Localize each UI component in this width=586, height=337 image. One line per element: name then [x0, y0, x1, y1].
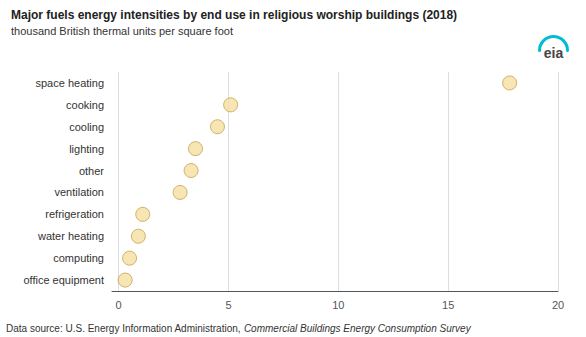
- svg-text:refrigeration: refrigeration: [45, 208, 104, 220]
- svg-text:other: other: [79, 165, 104, 177]
- svg-text:cooling: cooling: [69, 121, 104, 133]
- svg-text:water heating: water heating: [37, 230, 104, 242]
- svg-text:ventilation: ventilation: [54, 186, 104, 198]
- svg-text:eia: eia: [544, 45, 564, 61]
- svg-text:15: 15: [442, 299, 454, 311]
- svg-text:0: 0: [116, 299, 122, 311]
- svg-text:office equipment: office equipment: [23, 274, 104, 286]
- svg-text:Major fuels energy intensities: Major fuels energy intensities by end us…: [11, 8, 457, 22]
- svg-text:computing: computing: [53, 252, 104, 264]
- svg-text:cooking: cooking: [66, 99, 104, 111]
- svg-text:space heating: space heating: [36, 77, 105, 89]
- svg-text:20: 20: [552, 299, 564, 311]
- svg-text:Commercial Buildings Energy Co: Commercial Buildings Energy Consumption …: [244, 323, 472, 334]
- svg-text:10: 10: [332, 299, 344, 311]
- svg-text:5: 5: [225, 299, 231, 311]
- svg-text:Data source: U.S. Energy Infor: Data source: U.S. Energy Information Adm…: [6, 323, 243, 334]
- svg-text:lighting: lighting: [69, 143, 104, 155]
- svg-text:thousand British thermal units: thousand British thermal units per squar…: [11, 25, 233, 37]
